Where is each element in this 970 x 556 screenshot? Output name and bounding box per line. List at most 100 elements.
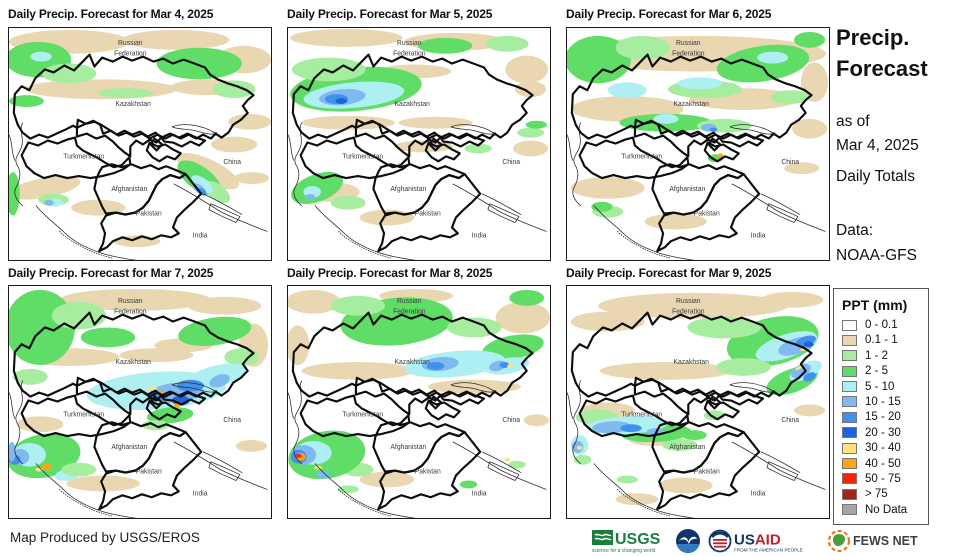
legend-row: 0 - 0.1 (842, 319, 928, 331)
precip-blob (316, 470, 330, 479)
precip-blob (653, 113, 679, 124)
map-title: Daily Precip. Forecast for Mar 4, 2025 (8, 7, 214, 21)
country-label: India (751, 490, 766, 497)
precip-blob (615, 35, 670, 60)
country-label: Federation (672, 309, 705, 316)
precip-blob (209, 374, 230, 388)
country-label: Russian (118, 298, 143, 305)
country-label: Kazakhstan (394, 359, 430, 366)
data-source-block: Data: NOAA-GFS (836, 218, 917, 268)
legend-label: 15 - 20 (865, 411, 901, 424)
precip-blob (662, 439, 698, 451)
country-label: Kazakhstan (394, 101, 430, 108)
precip-raster (288, 288, 550, 494)
precip-blob (9, 176, 81, 200)
precip-blob (359, 209, 415, 226)
precip-blob (178, 316, 252, 347)
country-labels: Russian Federation Kazakhstan Turkmenistan A… (342, 40, 520, 240)
precip-blob (508, 460, 526, 469)
legend-swatch (842, 334, 857, 346)
precip-blob (509, 289, 545, 306)
precip-blob (770, 90, 810, 105)
country-label: Pakistan (136, 211, 162, 218)
precip-blob (517, 127, 545, 138)
data-source: NOAA-GFS (836, 247, 917, 264)
usaid-logo: USAID FROM THE AMERICAN PEOPLE (708, 529, 803, 553)
precip-blob (9, 95, 44, 107)
country-label: Afghanistan (111, 186, 147, 193)
precip-blob (291, 57, 366, 82)
precip-blob (301, 115, 395, 130)
country-label: Pakistan (694, 211, 720, 218)
country-labels: Russian Federation Kazakhstan Turkmenistan A… (63, 298, 241, 498)
precip-blob (709, 127, 718, 132)
precip-blob (9, 172, 20, 216)
country-label: Afghanistan (111, 444, 147, 451)
precip-blob (41, 63, 97, 84)
country-label: Federation (672, 51, 705, 58)
legend-label: 0 - 0.1 (865, 319, 898, 331)
precip-blob (61, 462, 97, 477)
country-label: India (751, 232, 766, 239)
precip-blob (418, 37, 473, 54)
country-labels: Russian Federation Kazakhstan Turkmenistan A… (621, 298, 799, 498)
map-credit: Map Produced by USGS/EROS (10, 530, 200, 545)
precip-blob (426, 362, 445, 370)
country-label: Pakistan (415, 469, 441, 476)
legend-label: 1 - 2 (865, 349, 889, 362)
legend-row: 50 - 75 (842, 473, 928, 485)
country-label: China (223, 417, 241, 424)
legend-swatch (842, 381, 857, 393)
country-label: Afghanistan (669, 444, 705, 451)
legend-row: 30 - 40 (842, 442, 928, 454)
fews-net-label: FEWS NET (853, 534, 918, 548)
page-title-line1: Precip. (836, 25, 910, 50)
legend-swatch (842, 458, 857, 470)
precip-blob (485, 35, 529, 52)
usaid-tagline: FROM THE AMERICAN PEOPLE (734, 548, 803, 553)
precip-blob (80, 327, 136, 348)
as-of-block: as of Mar 4, 2025 (836, 110, 919, 158)
precip-blob (464, 143, 492, 154)
legend-swatch (842, 319, 857, 331)
precip-blob (515, 81, 547, 98)
precip-blob (12, 368, 48, 385)
country-label: Afghanistan (390, 186, 426, 193)
usgs-tagline: science for a changing world (592, 548, 656, 554)
precip-blob (784, 162, 820, 175)
country-label: Federation (393, 51, 426, 58)
precip-blob (513, 140, 549, 157)
precip-blob (9, 441, 16, 462)
as-of-label: as of (836, 113, 870, 130)
precip-blob (305, 193, 316, 200)
precip-blob (187, 296, 262, 315)
precip-blob (337, 485, 359, 494)
precip-blob (599, 362, 732, 380)
page-title-line2: Forecast (836, 56, 928, 81)
legend-label: 40 - 50 (865, 457, 901, 470)
legend: PPT (mm) 0 - 0.1 0.1 - 1 1 - 2 2 - 5 5 - 10 1… (833, 288, 929, 525)
legend-swatch (842, 411, 857, 423)
precip-blob (592, 421, 632, 434)
legend-label: 10 - 15 (865, 395, 901, 408)
precip-map-svg: Russian Federation Kazakhstan Turkmenistan A… (567, 28, 829, 260)
precip-blob (504, 457, 511, 462)
legend-row: 20 - 30 (842, 427, 928, 439)
legend-swatch (842, 504, 857, 516)
data-label: Data: (836, 222, 874, 239)
usgs-label: USGS (615, 531, 661, 548)
country-label: Kazakhstan (673, 101, 709, 108)
precip-blob (482, 334, 544, 361)
precip-blob (191, 175, 213, 193)
usaid-label-us: US (734, 532, 755, 549)
precip-blob (607, 82, 647, 99)
precip-map-svg: Russian Federation Kazakhstan Turkmenistan A… (9, 286, 271, 518)
country-label: Russian (118, 40, 143, 47)
usgs-logo: USGS science for a changing world (592, 530, 661, 554)
map-panel-1: Russian Federation Kazakhstan Turkmenistan A… (8, 27, 272, 261)
country-label: Afghanistan (669, 186, 705, 193)
precip-blob (30, 51, 52, 62)
precip-blob (790, 363, 811, 378)
precip-blob (224, 348, 260, 366)
